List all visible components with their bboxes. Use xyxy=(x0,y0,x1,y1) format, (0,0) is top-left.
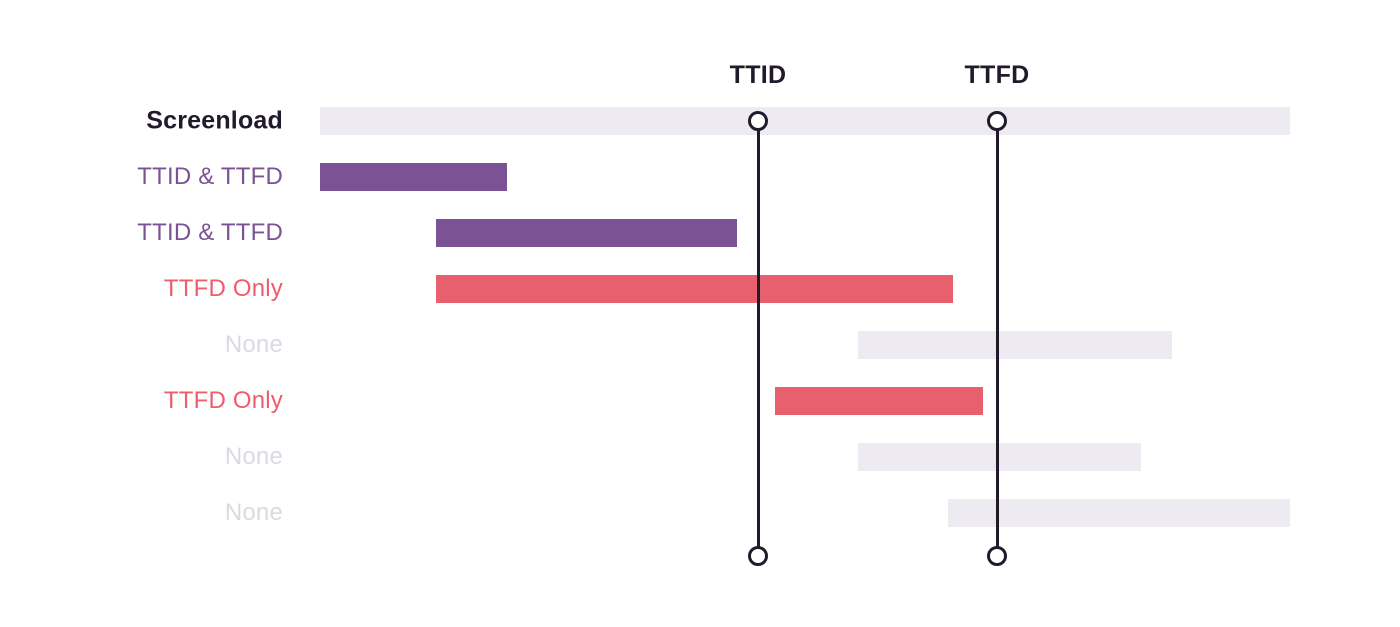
row-label-ttid-ttfd: TTID & TTFD xyxy=(137,163,283,190)
row-label-none: None xyxy=(224,443,283,470)
marker-circle-ttid-bottom xyxy=(748,546,768,566)
row-label-screenload: Screenload xyxy=(146,106,283,135)
span-bar-purple xyxy=(320,163,507,191)
span-bar-red xyxy=(436,275,953,303)
row-label-ttfd-only: TTFD Only xyxy=(163,387,283,414)
span-bar-track xyxy=(948,499,1290,527)
marker-circle-ttfd-top xyxy=(987,111,1007,131)
span-bar-red xyxy=(775,387,983,415)
row-label-ttfd-only: TTFD Only xyxy=(163,275,283,302)
span-bar-track xyxy=(858,443,1141,471)
row-label-none: None xyxy=(224,499,283,526)
marker-circle-ttfd-bottom xyxy=(987,546,1007,566)
row-label-none: None xyxy=(224,331,283,358)
marker-line-ttid xyxy=(756,121,760,556)
marker-circle-ttid-top xyxy=(748,111,768,131)
marker-label-ttfd: TTFD xyxy=(964,61,1030,89)
span-bar-purple xyxy=(436,219,737,247)
marker-label-ttid: TTID xyxy=(729,61,787,89)
span-bar-track xyxy=(858,331,1172,359)
span-bar-track xyxy=(320,107,1290,135)
row-label-ttid-ttfd: TTID & TTFD xyxy=(137,219,283,246)
marker-line-ttfd xyxy=(995,121,999,556)
